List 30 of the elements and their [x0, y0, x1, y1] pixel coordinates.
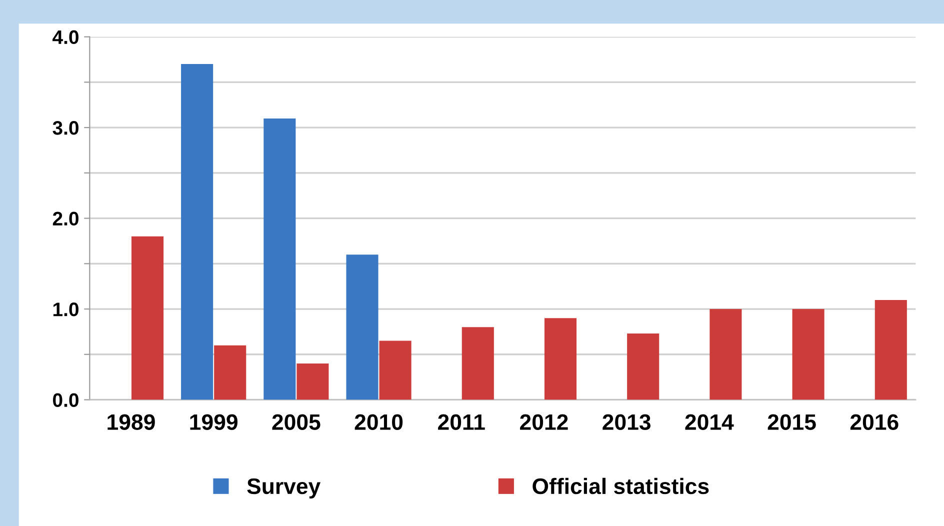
bar: [462, 327, 494, 400]
legend-label: Survey: [247, 478, 321, 499]
x-tick-label: 2010: [354, 414, 403, 430]
bar: [792, 309, 824, 400]
x-tick-label: 1999: [190, 414, 238, 430]
y-tick-label: 1.0: [53, 302, 78, 316]
y-tick-label: 2.0: [52, 212, 78, 226]
bar: [627, 334, 660, 400]
y-tick-label: 4.0: [52, 30, 78, 44]
bar: [131, 236, 164, 400]
x-tick-label: 2015: [768, 414, 816, 430]
x-tick-label: 2013: [602, 414, 650, 430]
bar: [544, 318, 577, 400]
x-tick-label: 2005: [272, 414, 320, 430]
x-tick-label: 2014: [685, 414, 734, 430]
legend-label: Official statistics: [532, 478, 709, 494]
y-tick-label: 0.0: [53, 393, 78, 407]
bar: [264, 118, 296, 400]
bar: [379, 340, 412, 400]
x-tick-label: 2012: [520, 414, 568, 430]
x-tick-label: 2011: [438, 414, 485, 430]
x-tick-label: 1989: [108, 414, 155, 430]
bar: [710, 309, 742, 400]
bar: [296, 363, 329, 400]
x-tick-label: 2016: [850, 414, 898, 430]
bar: [214, 345, 246, 400]
bar: [181, 64, 214, 400]
bar: [874, 300, 907, 400]
y-tick-label: 3.0: [52, 121, 78, 135]
bar: [346, 254, 378, 400]
